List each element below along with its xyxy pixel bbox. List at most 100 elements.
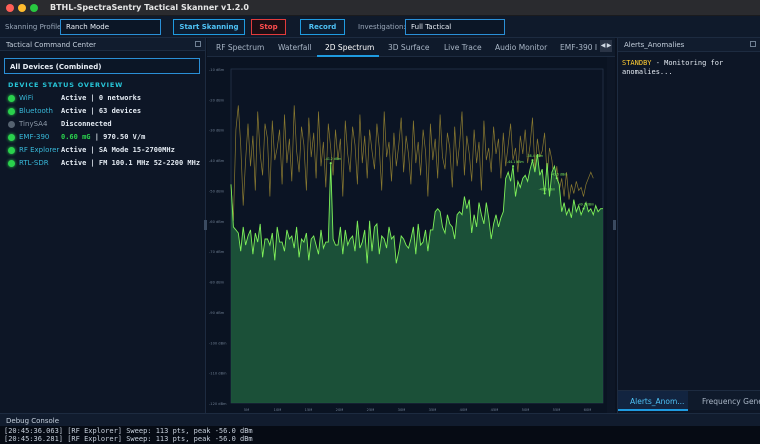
device-name: RF Explorer (19, 146, 60, 154)
alert-message: STANDBY - Monitoring for anomalies... (622, 59, 757, 77)
tab-scroll-left-icon[interactable]: ◀ (600, 40, 606, 52)
peak-marker (531, 159, 534, 162)
log-line: [20:45:36.281] [RF Explorer] Sweep: 113 … (4, 435, 253, 443)
debug-console-title: Debug Console (6, 417, 60, 425)
toolbar: Skanning Profile: Ranch Mode Start Skann… (0, 16, 760, 38)
device-row-tinysa4: TinySA4 Disconnected (8, 119, 204, 131)
left-splitter-handle[interactable] (204, 220, 207, 230)
profile-label: Skanning Profile: (5, 23, 64, 31)
close-window-button[interactable] (6, 4, 14, 12)
status-online-icon (8, 95, 15, 102)
peak-marker (329, 162, 332, 165)
y-tick-label: -110 dBm (209, 372, 227, 376)
spectrum-chart: -10 dBm -20 dBm -30 dBm -40 dBm -50 dBm -60 d… (209, 68, 604, 412)
peak-marker (555, 177, 558, 180)
x-tick-label: 50M (522, 408, 530, 412)
right-panel-tabs: Alerts_Anom... Frequency Gener... (618, 390, 760, 411)
device-name: Bluetooth (19, 107, 53, 115)
tab-live-trace[interactable]: Live Trace (444, 43, 482, 52)
window-title: BTHL-SpectraSentry Tactical Skanner v1.2… (50, 3, 249, 12)
peak-label: -49.7 dBm (578, 203, 595, 207)
emf-field-reading: | 970.50 V/m (90, 133, 146, 141)
y-tick-label: -100 dBm (209, 341, 227, 345)
tactical-command-center-panel: Tactical Command Center All Devices (Com… (0, 38, 206, 413)
x-tick-label: 40M (460, 408, 468, 412)
tab-rf-spectrum[interactable]: RF Spectrum (216, 43, 265, 52)
y-tick-label: -40 dBm (209, 159, 225, 163)
device-status: Disconnected (61, 120, 112, 128)
device-row-rtl-sdr: RTL-SDR Active | FM 100.1 MHz 52-2200 MH… (8, 158, 204, 170)
panel-header: Tactical Command Center (0, 38, 205, 51)
x-tick-label: 20M (336, 408, 344, 412)
status-online-icon (8, 134, 15, 141)
x-tick-label: 15M (305, 408, 313, 412)
x-tick-label: 55M (553, 408, 561, 412)
spectrum-view: RF Spectrum Waterfall 2D Spectrum 3D Sur… (207, 38, 615, 413)
tab-emf-390[interactable]: EMF-390 I (560, 43, 598, 52)
tab-waterfall[interactable]: Waterfall (278, 43, 312, 52)
undock-icon[interactable] (195, 41, 201, 47)
device-row-emf390: EMF-390 0.60 mG | 970.50 V/m (8, 132, 204, 144)
right-splitter-handle[interactable] (613, 220, 616, 230)
record-button[interactable]: Record (300, 19, 345, 35)
investigation-label: Investigation: (358, 23, 406, 31)
y-tick-label: -50 dBm (209, 189, 225, 193)
profile-select[interactable]: Ranch Mode (60, 19, 161, 35)
x-tick-label: 5M (244, 408, 249, 412)
y-tick-label: -10 dBm (209, 68, 225, 72)
device-status-heading: DEVICE STATUS OVERVIEW (8, 81, 124, 89)
active-tab-indicator (317, 55, 379, 57)
device-row-rf-explorer: RF Explorer Active | SA Mode 15-2700MHz (8, 145, 204, 157)
device-row-bluetooth: Bluetooth Active | 63 devices (8, 106, 204, 118)
max-hold-trace (230, 105, 594, 221)
spectrum-fill (231, 154, 603, 403)
y-tick-label: -80 dBm (209, 281, 225, 285)
spectrum-plot: -10 dBm -20 dBm -30 dBm -40 dBm -50 dBm -60 d… (207, 57, 607, 413)
peak-label: -41.2 dBm (325, 157, 342, 161)
peak-marker (582, 207, 585, 210)
y-tick-label: -90 dBm (209, 311, 225, 315)
status-online-icon (8, 108, 15, 115)
device-name: EMF-390 (19, 133, 50, 141)
stop-button[interactable]: Stop (251, 19, 286, 35)
alerts-title: Alerts_Anomalies (624, 41, 685, 49)
tab-audio-monitor[interactable]: Audio Monitor (495, 43, 548, 52)
device-status: Active | FM 100.1 MHz 52-2200 MHz (61, 159, 201, 167)
investigation-select[interactable]: Full Tactical (405, 19, 505, 35)
status-online-icon (8, 147, 15, 154)
peak-marker (543, 192, 546, 195)
peak-label: -40.0 dBm (539, 187, 556, 191)
device-name: WiFi (19, 94, 34, 102)
y-tick-label: -30 dBm (209, 129, 225, 133)
y-tick-label: -70 dBm (209, 250, 225, 254)
peak-label: -38.4 dBm (526, 154, 543, 158)
peak-label: -44.1 dBm (507, 160, 524, 164)
title-bar: BTHL-SpectraSentry Tactical Skanner v1.2… (0, 0, 760, 16)
device-select[interactable]: All Devices (Combined) (4, 58, 200, 74)
y-tick-label: -20 dBm (209, 98, 225, 102)
x-tick-label: 25M (367, 408, 375, 412)
tab-3d-surface[interactable]: 3D Surface (388, 43, 430, 52)
x-tick-label: 30M (398, 408, 406, 412)
start-skanning-button[interactable]: Start Skanning (173, 19, 245, 35)
device-status: 0.60 mG | 970.50 V/m (61, 133, 201, 141)
spectrum-trace (230, 153, 603, 264)
tab-alerts-anomalies[interactable]: Alerts_Anom... (630, 397, 685, 406)
tab-scroll-arrows: ◀▶ (600, 40, 614, 54)
y-tick-label: -120 dBm (209, 402, 227, 406)
standby-status: STANDBY (622, 59, 652, 67)
minimize-window-button[interactable] (18, 4, 26, 12)
tab-frequency-generator[interactable]: Frequency Gener... (702, 397, 760, 406)
status-online-icon (8, 160, 15, 167)
x-tick-label: 60M (584, 408, 592, 412)
device-row-wifi: WiFi Active | 0 networks (8, 93, 204, 105)
x-tick-label: 10M (274, 408, 282, 412)
tab-2d-spectrum[interactable]: 2D Spectrum (325, 43, 375, 52)
device-status: Active | 0 networks (61, 94, 142, 102)
peak-label: -43.5 dBm (551, 172, 568, 176)
zoom-window-button[interactable] (30, 4, 38, 12)
undock-icon[interactable] (750, 41, 756, 47)
tab-scroll-right-icon[interactable]: ▶ (606, 40, 612, 52)
status-offline-icon (8, 121, 15, 128)
debug-console-log[interactable]: [20:45:36.063] [RF Explorer] Sweep: 113 … (0, 426, 760, 444)
